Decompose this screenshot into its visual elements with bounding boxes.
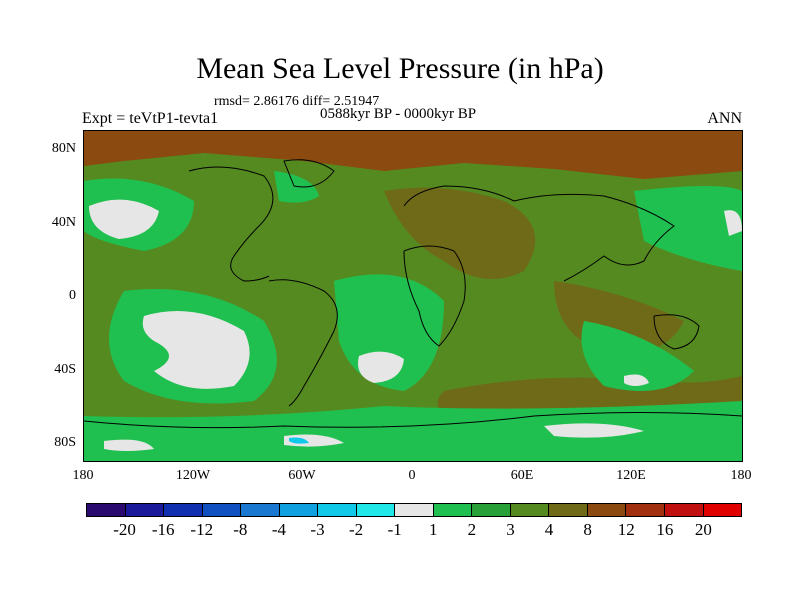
colorbar-swatch (202, 504, 242, 516)
colorbar-swatch (549, 504, 588, 516)
colorbar-label: 1 (429, 520, 438, 539)
colorbar-label: -20 (113, 520, 136, 539)
indian-low (624, 374, 649, 386)
colorbar-label: 16 (656, 520, 674, 539)
colorbar-label: -3 (310, 520, 325, 539)
colorbar-swatch (587, 504, 627, 516)
lon-label-180e: 180 (730, 468, 752, 483)
spacific-low (142, 311, 250, 389)
colorbar-label: 4 (544, 520, 554, 539)
colorbar-swatch (356, 504, 396, 516)
colorbar-label: -1 (387, 520, 402, 539)
colorbar-swatch (87, 504, 126, 516)
lat-label-80n: 80N (51, 141, 76, 156)
colorbar-swatch (703, 504, 742, 516)
colorbar-label: 20 (694, 520, 712, 539)
colorbar-swatch (318, 504, 357, 516)
lat-label-0: 0 (69, 288, 76, 303)
antarctic-low-1 (104, 439, 154, 451)
colorbar-swatch (241, 504, 280, 516)
colorbar-swatch (664, 504, 704, 516)
wpacific-green (634, 186, 742, 271)
arctic-brown (84, 131, 742, 179)
lon-label-60e: 60E (510, 468, 534, 483)
colorbar-label: -8 (233, 520, 248, 539)
colorbar-swatch (626, 504, 665, 516)
lon-label-120w: 120W (175, 468, 211, 483)
lon-label-60w: 60W (288, 468, 316, 483)
lon-label-180w: 180 (72, 468, 94, 483)
npacific-low (89, 199, 159, 239)
colorbar-label: 2 (467, 520, 477, 539)
colorbar-label: -12 (190, 520, 214, 539)
satlantic-low (358, 351, 404, 383)
colorbar-label: 8 (583, 520, 592, 539)
coastlines (84, 159, 742, 429)
sindian-green (581, 321, 694, 391)
colorbar-swatch (395, 504, 434, 516)
lon-label-0: 0 (408, 468, 416, 483)
colorbar (86, 503, 742, 517)
map-title: Mean Sea Level Pressure (in hPa) (196, 52, 604, 85)
colorbar-label: 3 (506, 520, 515, 539)
colorbar-label: -4 (271, 520, 287, 539)
lat-label-40s: 40S (54, 362, 76, 377)
antarctic-green (84, 401, 742, 461)
lat-label-40n: 40N (51, 215, 76, 230)
lat-label-80s: 80S (54, 435, 76, 450)
colorbar-swatch (279, 504, 319, 516)
lon-label-120e: 120E (616, 468, 646, 483)
pressure-map (83, 130, 743, 462)
antarctic-cyan (289, 437, 309, 444)
stats-text: rmsd= 2.86176 diff= 2.51947 (214, 94, 380, 109)
colorbar-swatch (433, 504, 473, 516)
map-canvas (84, 131, 742, 461)
colorbar-swatch (510, 504, 550, 516)
season-label: ANN (707, 110, 742, 127)
colorbar-swatch (125, 504, 165, 516)
colorbar-label: -16 (151, 520, 175, 539)
period-subtitle: 0588kyr BP - 0000kyr BP (320, 106, 477, 122)
colorbar-label: 12 (617, 520, 635, 539)
antarctic-low-3 (544, 423, 644, 438)
colorbar-swatch (472, 504, 511, 516)
colorbar-label: -2 (349, 520, 364, 539)
colorbar-swatch (164, 504, 203, 516)
eurasia-brown (384, 187, 536, 279)
east-low (724, 210, 742, 236)
experiment-label: Expt = teVtP1-tevta1 (82, 110, 219, 127)
